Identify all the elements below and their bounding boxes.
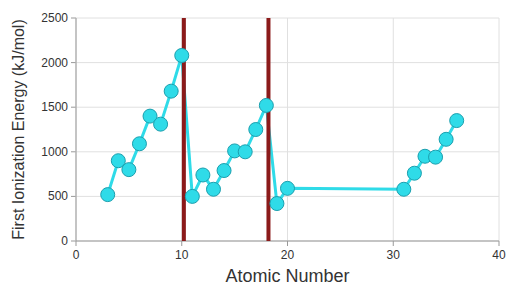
data-point <box>450 114 464 128</box>
data-point <box>185 189 199 203</box>
data-point <box>249 123 263 137</box>
x-axis-label: Atomic Number <box>225 266 349 286</box>
data-point <box>238 145 252 159</box>
x-grid-line <box>499 18 500 241</box>
y-axis-label: First Ionization Energy (kJ/mol) <box>10 19 27 240</box>
x-tick-label: 0 <box>73 248 80 262</box>
y-tick-label: 500 <box>48 189 68 203</box>
y-tick-label: 1500 <box>41 100 68 114</box>
y-tick <box>71 241 76 242</box>
y-tick <box>71 18 76 19</box>
data-point <box>154 117 168 131</box>
x-tick-label: 30 <box>387 248 401 262</box>
x-tick <box>499 241 500 246</box>
y-tick-label: 2500 <box>41 11 68 25</box>
y-axis <box>76 18 77 241</box>
x-grid-line <box>287 18 288 241</box>
data-point <box>206 182 220 196</box>
chart: 0 500 1000 1500 2000 2500 0 10 20 30 40 Atomic Numb… <box>0 0 512 301</box>
y-tick <box>71 107 76 108</box>
data-point <box>122 163 136 177</box>
x-tick-label: 40 <box>492 248 506 262</box>
y-grid-line <box>76 241 499 242</box>
data-point <box>175 48 189 62</box>
x-tick-label: 20 <box>281 248 295 262</box>
data-point <box>259 98 273 112</box>
data-point <box>164 84 178 98</box>
data-point <box>407 166 421 180</box>
y-tick-label: 1000 <box>41 145 68 159</box>
x-tick <box>393 241 394 246</box>
data-point <box>217 164 231 178</box>
data-point <box>132 137 146 151</box>
y-tick <box>71 62 76 63</box>
data-point <box>429 150 443 164</box>
data-line <box>108 55 457 203</box>
data-point <box>397 182 411 196</box>
y-tick <box>71 196 76 197</box>
x-axis <box>76 241 499 242</box>
data-point <box>281 181 295 195</box>
data-point <box>196 168 210 182</box>
data-point <box>270 197 284 211</box>
x-tick <box>181 241 182 246</box>
y-tick <box>71 151 76 152</box>
x-grid-line <box>76 18 77 241</box>
y-tick-label: 0 <box>61 234 68 248</box>
data-point <box>101 188 115 202</box>
data-point <box>439 132 453 146</box>
x-tick-label: 10 <box>175 248 189 262</box>
x-tick <box>287 241 288 246</box>
x-grid-line <box>393 18 394 241</box>
y-tick-label: 2000 <box>41 56 68 70</box>
reference-line <box>266 18 270 241</box>
plot-area <box>101 18 464 241</box>
x-tick <box>76 241 77 246</box>
